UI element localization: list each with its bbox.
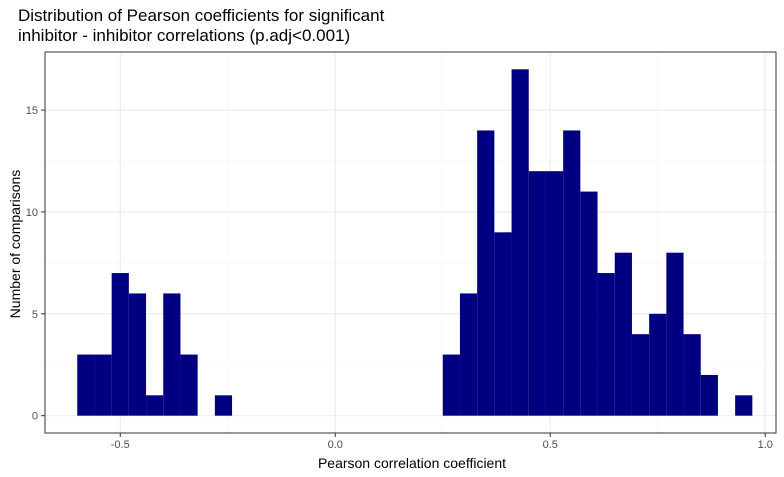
histogram-bar bbox=[459, 293, 478, 416]
histogram-bar bbox=[597, 273, 615, 416]
x-tick-label: -0.5 bbox=[111, 439, 130, 451]
histogram-bar bbox=[545, 171, 564, 416]
chart-title-line-1: Distribution of Pearson coefficients for… bbox=[18, 6, 385, 25]
histogram-bar bbox=[94, 354, 112, 416]
x-tick-label: 0.5 bbox=[543, 439, 558, 451]
histogram-bar bbox=[631, 334, 650, 416]
y-tick-label: 0 bbox=[32, 411, 38, 423]
x-axis: -0.5 0.0 0.5 1.0 bbox=[111, 433, 773, 451]
histogram-bar bbox=[494, 232, 512, 416]
y-axis: 0 5 10 15 bbox=[26, 105, 45, 423]
histogram-bar bbox=[146, 395, 164, 416]
histogram-bar bbox=[528, 171, 546, 416]
histogram-bar bbox=[666, 252, 684, 416]
x-tick-label: 0.0 bbox=[328, 439, 343, 451]
y-tick-label: 5 bbox=[32, 309, 38, 321]
histogram-bar bbox=[563, 130, 581, 416]
y-axis-label: Number of comparisons bbox=[7, 170, 23, 319]
histogram-bar bbox=[442, 354, 460, 416]
y-tick-label: 15 bbox=[26, 105, 38, 117]
plot-panel-border bbox=[44, 51, 777, 434]
histogram-bars bbox=[77, 69, 753, 416]
histogram-bar bbox=[77, 354, 95, 416]
histogram-bar bbox=[580, 191, 598, 416]
x-axis-label: Pearson correlation coefficient bbox=[318, 455, 506, 471]
histogram-bar bbox=[180, 354, 198, 416]
x-tick-label: 1.0 bbox=[758, 439, 773, 451]
y-tick-label: 10 bbox=[26, 207, 38, 219]
histogram-bar bbox=[735, 395, 753, 416]
histogram-bar bbox=[700, 374, 718, 416]
histogram-bar bbox=[477, 130, 495, 416]
histogram-bar bbox=[111, 273, 129, 416]
histogram-bar bbox=[128, 293, 147, 416]
histogram-bar bbox=[511, 69, 529, 416]
histogram-bar bbox=[614, 252, 632, 416]
histogram-bar bbox=[649, 313, 667, 416]
histogram-bar bbox=[163, 293, 181, 416]
histogram-bar bbox=[214, 395, 233, 416]
histogram-bar bbox=[683, 334, 701, 416]
chart-title-line-2: inhibitor - inhibitor correlations (p.ad… bbox=[18, 26, 350, 45]
